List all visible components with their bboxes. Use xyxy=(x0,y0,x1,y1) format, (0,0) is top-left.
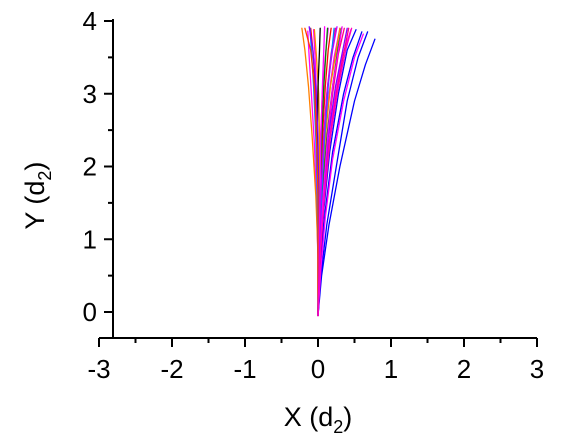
y-tick-label: 2 xyxy=(83,152,97,182)
trajectory-line xyxy=(317,26,326,317)
trajectory-traces xyxy=(301,26,376,317)
x-axis-title-main: X (d xyxy=(284,402,334,432)
x-axis-title: X (d2) xyxy=(284,402,353,437)
x-tick-label: 1 xyxy=(384,354,398,384)
y-axis-title-main: Y (d xyxy=(20,181,50,230)
y-axis-title: Y (d2) xyxy=(20,162,55,230)
x-axis-title-close: ) xyxy=(343,402,352,432)
x-tick-label: -1 xyxy=(233,354,256,384)
trajectory-line xyxy=(317,33,364,317)
y-tick-label: 4 xyxy=(83,6,97,36)
x-tick-label: -3 xyxy=(87,354,110,384)
trajectory-line xyxy=(317,27,353,317)
x-axis-ticks: -3 -2 -1 0 1 2 3 xyxy=(87,338,544,384)
x-tick-label: 2 xyxy=(457,354,471,384)
y-tick-label: 3 xyxy=(83,79,97,109)
y-axis-ticks: 0 1 2 3 4 xyxy=(83,6,113,327)
chart-axes: 0 1 2 3 4 -3 -2 -1 0 1 2 3 xyxy=(83,6,545,384)
trajectory-line xyxy=(304,27,319,317)
y-axis-title-close: ) xyxy=(20,162,50,171)
x-tick-label: 0 xyxy=(311,354,325,384)
trajectory-line xyxy=(317,38,376,317)
x-tick-label: 3 xyxy=(530,354,544,384)
y-tick-label: 0 xyxy=(83,297,97,327)
x-axis-title-subscript: 2 xyxy=(333,417,343,437)
y-axis-title-subscript: 2 xyxy=(35,171,55,181)
x-tick-label: -2 xyxy=(160,354,183,384)
y-tick-label: 1 xyxy=(83,224,97,254)
trajectory-line xyxy=(317,26,338,317)
